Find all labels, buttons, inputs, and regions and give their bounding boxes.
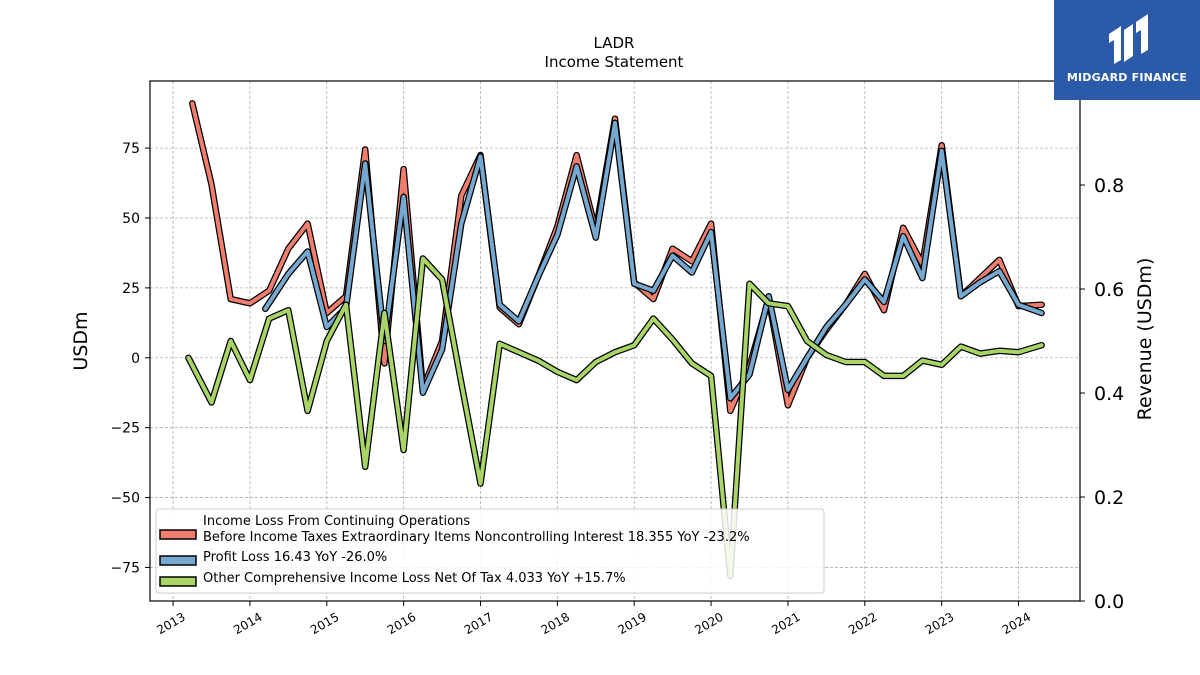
series-line (263, 120, 1044, 401)
legend-box (155, 508, 825, 594)
series-line (186, 256, 1044, 578)
legend: Income Loss From Continuing OperationsBe… (155, 508, 825, 594)
legend-swatch-profit-loss (159, 555, 197, 566)
y-tick-label: −25 (110, 421, 140, 437)
legend-swatch-income-loss (159, 529, 197, 540)
y-tick-label: −50 (110, 491, 140, 507)
y2-tick-label: 0.0 (1094, 591, 1124, 613)
y-tick-label: 75 (122, 141, 140, 157)
y2-axis-label: Revenue (USDm) (1134, 258, 1156, 421)
y2-tick-label: 0.2 (1094, 487, 1124, 509)
y-tick-label: 25 (122, 281, 140, 297)
series-lines (185, 100, 1045, 580)
y-tick-label: 0 (131, 351, 140, 367)
chart-title: LADR (594, 34, 635, 52)
legend-label: Profit Loss 16.43 YoY -26.0% (203, 550, 387, 565)
legend-label: Income Loss From Continuing Operations (203, 514, 470, 529)
plot-frame (149, 80, 1081, 602)
midgard-finance-logo: MIDGARD FINANCE (1054, 0, 1200, 100)
y-axis-label: USDm (70, 311, 92, 370)
series-oci-line (185, 255, 1045, 580)
series-profit-loss-line (262, 119, 1045, 402)
legend-label: Before Income Taxes Extraordinary Items … (203, 530, 750, 545)
legend-swatch-oci (159, 576, 197, 587)
y2-tick-label: 0.6 (1094, 279, 1124, 301)
y-tick-label: 50 (122, 211, 140, 227)
brand-name: MIDGARD FINANCE (1066, 71, 1188, 84)
logo-mark-icon (1109, 14, 1148, 64)
legend-label: Other Comprehensive Income Loss Net Of T… (203, 571, 626, 586)
y2-tick-label: 0.4 (1094, 383, 1124, 405)
chart-subtitle: Income Statement (545, 53, 684, 71)
y2-tick-label: 0.8 (1094, 175, 1124, 197)
y-tick-label: −75 (110, 560, 140, 576)
